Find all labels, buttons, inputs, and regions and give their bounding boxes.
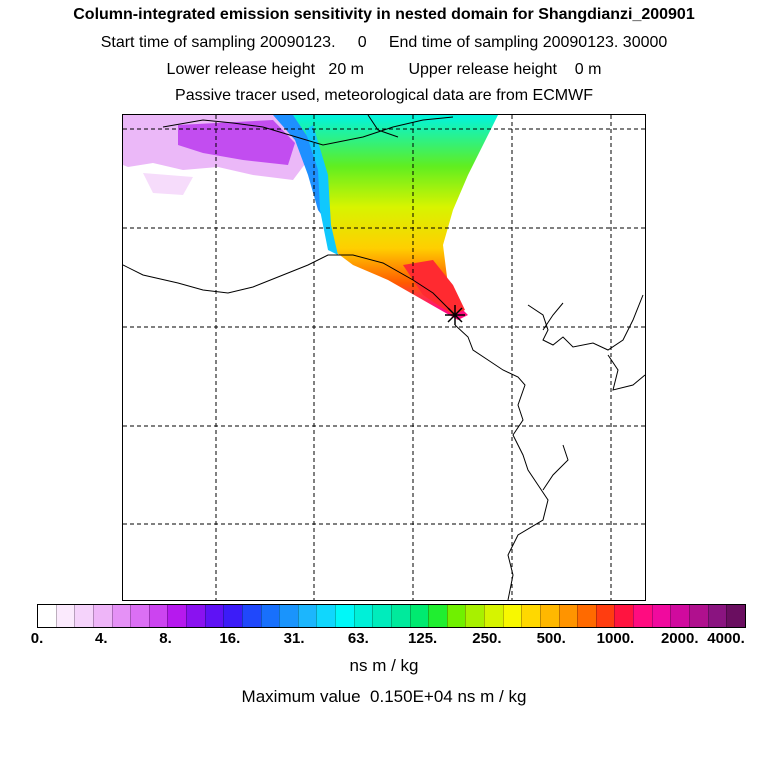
colorbar-segment: [502, 605, 522, 627]
release-height-line: Lower release height 20 m Upper release …: [166, 61, 602, 78]
low-sensitivity-core: [178, 120, 295, 165]
colorbar-segment: [92, 605, 112, 627]
colorbar-segment: [651, 605, 671, 627]
colorbar-segment: [409, 605, 429, 627]
colorbar-segment: [390, 605, 410, 627]
release-site-marker: [445, 305, 465, 325]
colorbar-segment: [297, 605, 317, 627]
colorbar-tick-labels: 0. 4. 8. 16. 31. 63. 125. 250. 500. 1000. 2000. 400…: [0, 630, 768, 652]
colorbar-tick-label: 1000.: [596, 630, 635, 647]
colorbar-segment: [241, 605, 261, 627]
colorbar-tick-label: 8.: [159, 630, 172, 647]
colorbar-segment: [670, 605, 689, 627]
colorbar-segment: [130, 605, 149, 627]
colorbar-segment: [633, 605, 652, 627]
colorbar-tick-label: 125.: [408, 630, 438, 647]
colorbar-segment: [55, 605, 75, 627]
colorbar-segment: [539, 605, 559, 627]
colorbar-segment: [186, 605, 205, 627]
plume-cyan-edge: [305, 125, 338, 255]
transition-band: [273, 115, 333, 230]
emission-plume: [293, 115, 498, 320]
colorbar: [37, 604, 746, 628]
colorbar-segment: [484, 605, 503, 627]
colorbar-segment: [465, 605, 484, 627]
colorbar-segment: [223, 605, 242, 627]
colorbar-tick-label: 31.: [283, 630, 305, 647]
faint-sensitivity-patch: [143, 173, 193, 195]
colorbar-segment: [446, 605, 466, 627]
colorbar-tick-label: 250.: [472, 630, 502, 647]
colorbar-tick-label: 0.: [30, 630, 44, 647]
colorbar-segment: [726, 605, 745, 627]
colorbar-segment: [74, 605, 93, 627]
sampling-time-line: Start time of sampling 20090123. 0 End t…: [100, 34, 668, 51]
colorbar-tick-label: 500.: [536, 630, 566, 647]
colorbar-segment: [521, 605, 540, 627]
maximum-value-label: Maximum value 0.150E+04 ns m / kg: [241, 687, 527, 706]
colorbar-segment: [148, 605, 168, 627]
colorbar-segment: [372, 605, 391, 627]
coastlines: [123, 115, 645, 600]
colorbar-segment: [558, 605, 578, 627]
colorbar-segment: [279, 605, 298, 627]
colorbar-tick-label: 2000.: [660, 630, 699, 647]
colorbar-segment: [335, 605, 354, 627]
plume-hotspot: [403, 260, 465, 315]
colorbar-tick-label: 63.: [347, 630, 369, 647]
colorbar-segment: [38, 605, 56, 627]
colorbar-segment: [260, 605, 280, 627]
tracer-info-line: Passive tracer used, meteorological data…: [175, 87, 593, 104]
plot-title: Column-integrated emission sensitivity i…: [73, 6, 695, 23]
map-canvas: [123, 115, 645, 600]
colorbar-segment: [167, 605, 186, 627]
grid-lines: [123, 115, 645, 600]
colorbar-segment: [577, 605, 596, 627]
colorbar-segment: [316, 605, 335, 627]
colorbar-segment: [614, 605, 633, 627]
colorbar-segment: [707, 605, 727, 627]
colorbar-tick-label: 4.: [95, 630, 108, 647]
colorbar-segment: [428, 605, 447, 627]
colorbar-segment: [595, 605, 615, 627]
map-panel: [122, 114, 646, 601]
colorbar-segment: [353, 605, 373, 627]
colorbar-unit-label: ns m / kg: [349, 656, 419, 675]
colorbar-segment: [204, 605, 224, 627]
colorbar-tick-label: 4000.: [707, 630, 745, 647]
colorbar-segment: [111, 605, 131, 627]
colorbar-segment: [688, 605, 708, 627]
colorbar-tick-label: 16.: [219, 630, 241, 647]
